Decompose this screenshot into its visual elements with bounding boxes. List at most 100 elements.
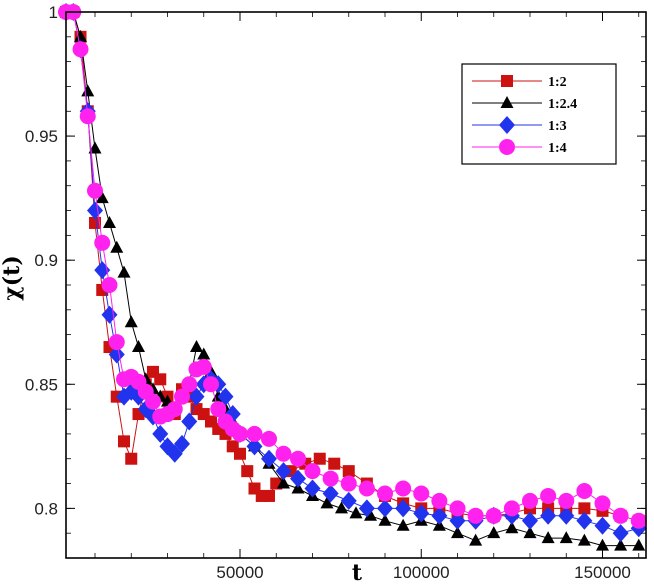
data-point bbox=[304, 479, 321, 498]
data-point bbox=[558, 492, 575, 509]
data-point bbox=[340, 475, 357, 492]
data-point bbox=[181, 412, 198, 431]
data-point bbox=[210, 401, 227, 418]
data-point bbox=[203, 376, 219, 393]
data-point bbox=[87, 201, 103, 220]
data-point bbox=[197, 347, 211, 360]
y-tick-label: 1 bbox=[49, 3, 58, 22]
data-point bbox=[72, 41, 89, 58]
data-point bbox=[241, 465, 254, 478]
data-point bbox=[79, 108, 96, 125]
data-point bbox=[630, 512, 647, 529]
data-point bbox=[246, 437, 263, 456]
data-point bbox=[322, 470, 339, 487]
data-point bbox=[118, 435, 130, 448]
data-point bbox=[74, 29, 87, 42]
data-point bbox=[101, 305, 118, 324]
data-point bbox=[431, 506, 448, 525]
data-point bbox=[614, 538, 628, 551]
legend-marker bbox=[501, 75, 513, 87]
data-point bbox=[522, 492, 538, 509]
data-point bbox=[377, 485, 393, 502]
data-point bbox=[313, 452, 326, 465]
data-point bbox=[190, 340, 203, 353]
data-point bbox=[108, 334, 125, 351]
data-point bbox=[396, 518, 410, 531]
data-point bbox=[95, 191, 109, 204]
y-axis-title: χ(t) bbox=[0, 255, 25, 300]
data-point bbox=[322, 484, 339, 503]
data-point bbox=[413, 504, 430, 523]
data-point bbox=[89, 216, 101, 229]
data-point bbox=[166, 444, 183, 463]
legend-label: 1:2 bbox=[548, 75, 567, 90]
data-point bbox=[451, 526, 464, 539]
data-point bbox=[577, 533, 591, 546]
data-point bbox=[594, 516, 611, 535]
data-point bbox=[110, 240, 124, 253]
data-point bbox=[594, 495, 611, 512]
series-layer bbox=[58, 3, 647, 551]
data-point bbox=[469, 533, 483, 546]
data-point bbox=[377, 499, 393, 518]
data-point bbox=[342, 465, 355, 478]
x-tick-label: 50000 bbox=[216, 563, 263, 582]
data-point bbox=[275, 462, 292, 481]
data-point bbox=[217, 387, 234, 406]
data-point bbox=[108, 345, 125, 364]
legend-marker bbox=[500, 96, 514, 108]
data-point bbox=[378, 513, 392, 526]
x-axis-title: t bbox=[352, 560, 363, 584]
y-tick-label: 0.8 bbox=[34, 499, 58, 518]
data-point bbox=[103, 215, 116, 228]
data-point bbox=[612, 507, 629, 524]
x-tick-label: 100000 bbox=[393, 563, 450, 582]
data-point bbox=[88, 141, 102, 154]
data-point bbox=[261, 430, 277, 447]
data-point bbox=[290, 450, 306, 467]
y-tick-label: 0.9 bbox=[34, 251, 58, 270]
data-point bbox=[349, 506, 363, 519]
data-point bbox=[540, 487, 557, 504]
data-point bbox=[559, 531, 573, 544]
data-point bbox=[166, 401, 183, 418]
data-point bbox=[188, 387, 205, 406]
data-point bbox=[596, 538, 609, 551]
data-point bbox=[449, 511, 466, 530]
data-point bbox=[485, 507, 502, 524]
data-point bbox=[632, 538, 646, 551]
data-point bbox=[540, 506, 557, 525]
data-point bbox=[487, 526, 501, 539]
data-point bbox=[431, 492, 448, 509]
data-point bbox=[523, 526, 537, 539]
data-point bbox=[181, 376, 198, 393]
legend-marker bbox=[499, 139, 515, 155]
data-point bbox=[174, 434, 190, 453]
data-point bbox=[449, 500, 466, 517]
data-point bbox=[612, 524, 629, 543]
data-point bbox=[290, 469, 306, 488]
data-point bbox=[328, 457, 341, 470]
legend-box bbox=[461, 63, 617, 165]
legend-marker bbox=[499, 116, 515, 134]
data-point bbox=[364, 508, 377, 521]
data-point bbox=[261, 449, 277, 468]
data-point bbox=[81, 84, 95, 97]
legend-label: 1:4 bbox=[548, 141, 567, 156]
y-tick-label: 0.95 bbox=[25, 127, 58, 146]
data-point bbox=[263, 489, 275, 502]
y-tick-label: 0.85 bbox=[25, 375, 58, 394]
data-point bbox=[174, 388, 190, 405]
data-point bbox=[358, 499, 375, 518]
data-point bbox=[467, 507, 484, 524]
data-point bbox=[87, 182, 103, 199]
data-point bbox=[152, 424, 169, 443]
data-point bbox=[503, 500, 520, 517]
series-1-4 bbox=[58, 4, 647, 529]
legend: 1:2 1:2.4 1:3 1:4 bbox=[461, 63, 617, 165]
data-point bbox=[125, 452, 138, 465]
data-point bbox=[304, 463, 321, 480]
data-point bbox=[124, 315, 138, 328]
